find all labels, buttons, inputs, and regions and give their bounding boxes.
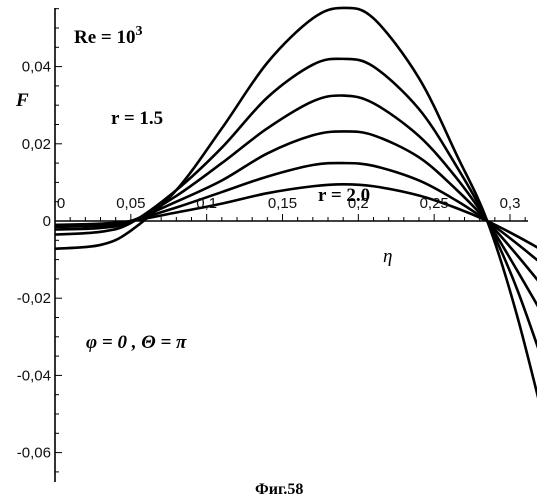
x-tick-label: 0,25 <box>420 195 449 212</box>
y-tick-label: 0,04 <box>22 59 51 76</box>
tick-labels: 0,040,020-0,02-0,04-0,0600,050,10,150,20… <box>17 59 521 462</box>
y-tick-label: -0,02 <box>17 290 51 307</box>
x-tick-label: 0,3 <box>500 195 521 212</box>
r-top-label: r = 1.5 <box>111 108 163 129</box>
curves <box>55 8 537 468</box>
curve-1 <box>55 8 537 468</box>
reynolds-exponent: 3 <box>135 24 142 39</box>
y-tick-label: 0,02 <box>22 136 51 153</box>
x-tick-label: 0,1 <box>196 195 217 212</box>
curve-4 <box>55 131 537 302</box>
x-tick-label: 0,15 <box>268 195 297 212</box>
x-tick-label: 0 <box>57 195 65 212</box>
r-bottom-label: r = 2.0 <box>318 185 370 206</box>
axes <box>55 8 537 482</box>
y-tick-label: -0,06 <box>17 445 51 462</box>
curve-3 <box>55 95 537 336</box>
angle-label: φ = 0 , Θ = π <box>86 332 187 353</box>
x-axis-label: η <box>383 246 392 267</box>
figure-caption: Фиг.58 <box>255 481 303 498</box>
x-tick-label: 0,05 <box>116 195 145 212</box>
reynolds-label: Re = 103 <box>74 24 142 48</box>
y-tick-label: -0,04 <box>17 367 51 384</box>
y-axis-label: F <box>15 90 29 111</box>
y-tick-label: 0 <box>43 213 51 230</box>
